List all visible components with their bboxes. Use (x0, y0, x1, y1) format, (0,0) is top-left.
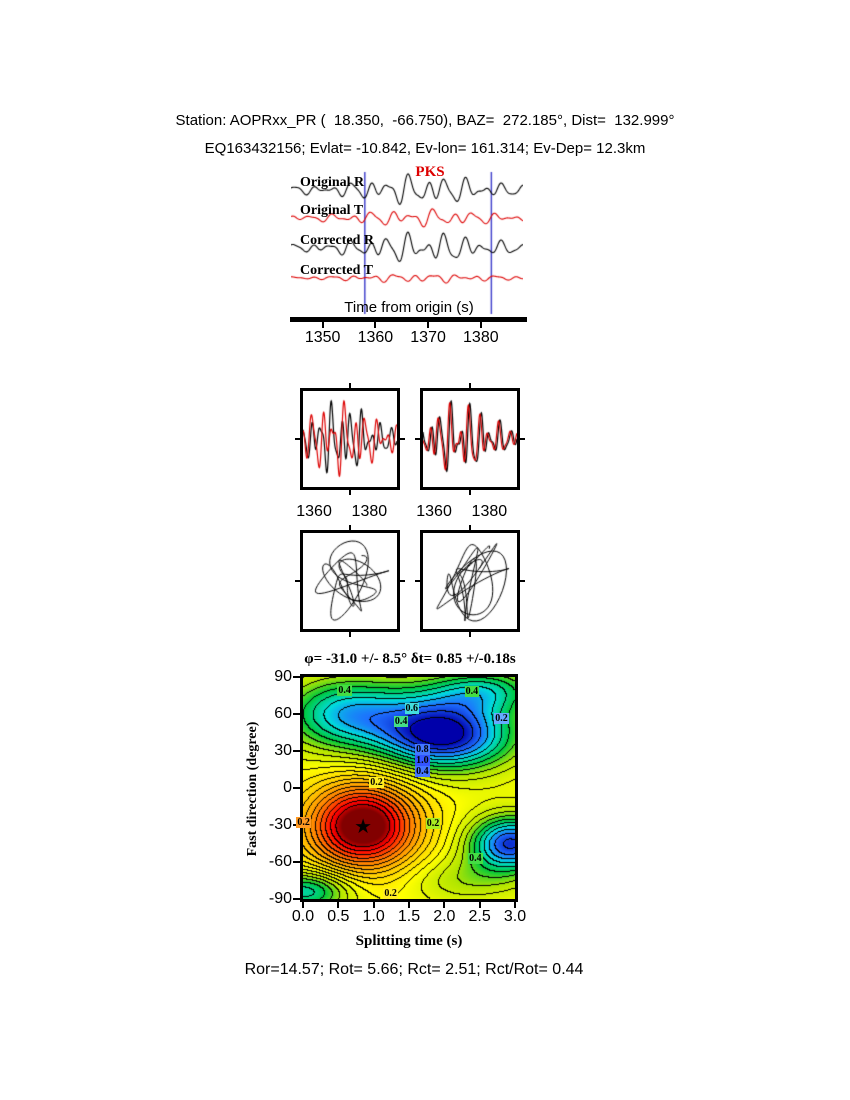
trace-label-original-r: Original R (300, 175, 365, 190)
overlay-xtick-0-1360: 1360 (296, 503, 332, 520)
contour-xtick-3.0: 3.0 (503, 908, 527, 925)
contour-xtickmark-2.5 (478, 902, 481, 908)
contour-ytick-60: 60 (274, 705, 292, 722)
contour-xtickmark-1.5 (408, 902, 410, 908)
best-fit-star: ★ (354, 814, 373, 839)
box-tick-bottom-2 (349, 632, 351, 637)
contour-xtick-2.0: 2.0 (433, 908, 456, 925)
particle-box-left (300, 530, 400, 632)
box-tick-bottom-0 (349, 490, 351, 495)
contour-xtick-0.0: 0.0 (291, 908, 315, 925)
contour-ytick--90: -90 (268, 890, 292, 907)
contour-xtick-2.5: 2.5 (468, 908, 491, 925)
overlay-xtick-1-1380: 1380 (471, 503, 508, 520)
trace-label-original-t: Original T (300, 203, 364, 218)
header-line-1: Station: AOPRxx_PR ( 18.350, -66.750), B… (175, 112, 675, 129)
contour-ytickmark--90 (293, 898, 300, 900)
box-tick-right-2 (400, 580, 405, 582)
contour-title: φ= -31.0 +/- 8.5° δt= 0.85 +/-0.18s (304, 651, 516, 667)
contour-ytickmark-30 (293, 750, 300, 752)
box-tick-top-0 (349, 383, 351, 388)
trace-label-corrected-r: Corrected R (300, 233, 374, 248)
contour-level-label-9: 0.2 (296, 816, 311, 828)
contour-xtick-1.5: 1.5 (397, 908, 421, 925)
seismogram-xtickmark-1380 (479, 322, 482, 328)
overlay-canvas-0 (303, 391, 397, 487)
contour-xtickmark-3.0 (514, 902, 516, 908)
box-tick-top-1 (469, 383, 471, 388)
contour-ytick-0: 0 (283, 779, 292, 796)
box-tick-right-0 (400, 438, 405, 440)
contour-xtickmark-1.0 (372, 902, 375, 908)
contour-ytick-30: 30 (274, 742, 292, 759)
box-tick-right-3 (520, 580, 525, 582)
contour-level-label-0: 0.4 (337, 684, 352, 696)
contour-level-label-5: 0.8 (415, 744, 430, 755)
contour-xtick-0.5: 0.5 (327, 908, 350, 925)
contour-level-label-3: 0.2 (494, 713, 509, 725)
seismogram-xtick-1360: 1360 (357, 329, 394, 346)
contour-xtickmark-2.0 (443, 902, 446, 908)
contour-ytickmark-60 (293, 713, 300, 715)
box-tick-right-1 (520, 438, 525, 440)
overlay-box-right (420, 388, 520, 490)
contour-level-label-11: 0.4 (468, 852, 483, 864)
contour-ytickmark--60 (293, 861, 300, 863)
contour-xtickmark-0.5 (337, 902, 340, 908)
contour-xlabel: Splitting time (s) (355, 933, 463, 949)
seismogram-xtick-1380: 1380 (463, 329, 499, 346)
contour-ytick-90: 90 (274, 668, 292, 685)
contour-level-label-8: 0.2 (369, 777, 384, 789)
contour-level-label-4: 0.4 (393, 715, 409, 727)
seismogram-xtick-1350: 1350 (304, 329, 341, 346)
contour-xtickmark-0.0 (302, 902, 304, 908)
time-axis-line (290, 317, 527, 322)
overlay-xtick-1-1360: 1360 (416, 503, 452, 520)
box-tick-top-3 (469, 525, 471, 530)
contour-xtick-1.0: 1.0 (362, 908, 385, 925)
particle-canvas-1 (423, 533, 517, 629)
time-axis-label: Time from origin (s) (344, 299, 474, 316)
box-tick-top-2 (349, 525, 351, 530)
overlay-xtick-0-1380: 1380 (351, 503, 388, 520)
seismogram-xtickmark-1350 (321, 322, 324, 328)
footer-stats: Ror=14.57; Rot= 5.66; Rct= 2.51; Rct/Rot… (244, 961, 584, 978)
box-tick-left-2 (295, 580, 300, 582)
contour-level-label-10: 0.2 (425, 818, 441, 829)
seismogram-xtickmark-1370 (427, 322, 430, 328)
seismogram-xtickmark-1360 (374, 322, 377, 328)
box-tick-bottom-1 (469, 490, 471, 495)
contour-ytick--60: -60 (268, 853, 292, 870)
contour-level-label-6: 1.0 (415, 755, 430, 767)
particle-canvas-0 (303, 533, 397, 629)
overlay-canvas-1 (423, 391, 517, 487)
box-tick-left-3 (415, 580, 420, 582)
trace-label-corrected-t: Corrected T (300, 263, 373, 278)
particle-box-right (420, 530, 520, 632)
contour-ytickmark-90 (293, 676, 300, 678)
seismogram-xtick-1370: 1370 (410, 329, 446, 346)
contour-level-label-2: 0.4 (464, 686, 480, 698)
box-tick-left-1 (415, 438, 420, 440)
contour-ytick--30: -30 (268, 816, 292, 833)
box-tick-bottom-3 (469, 632, 471, 637)
box-tick-left-0 (295, 438, 300, 440)
seismogram-canvas (291, 168, 523, 316)
header-line-2: EQ163432156; Evlat= -10.842, Ev-lon= 161… (204, 140, 646, 157)
contour-ytickmark-0 (293, 787, 300, 789)
overlay-box-left (300, 388, 400, 490)
contour-level-label-7: 0.4 (415, 766, 430, 778)
contour-level-label-1: 0.6 (404, 703, 420, 715)
contour-level-label-12: 0.2 (383, 888, 398, 900)
